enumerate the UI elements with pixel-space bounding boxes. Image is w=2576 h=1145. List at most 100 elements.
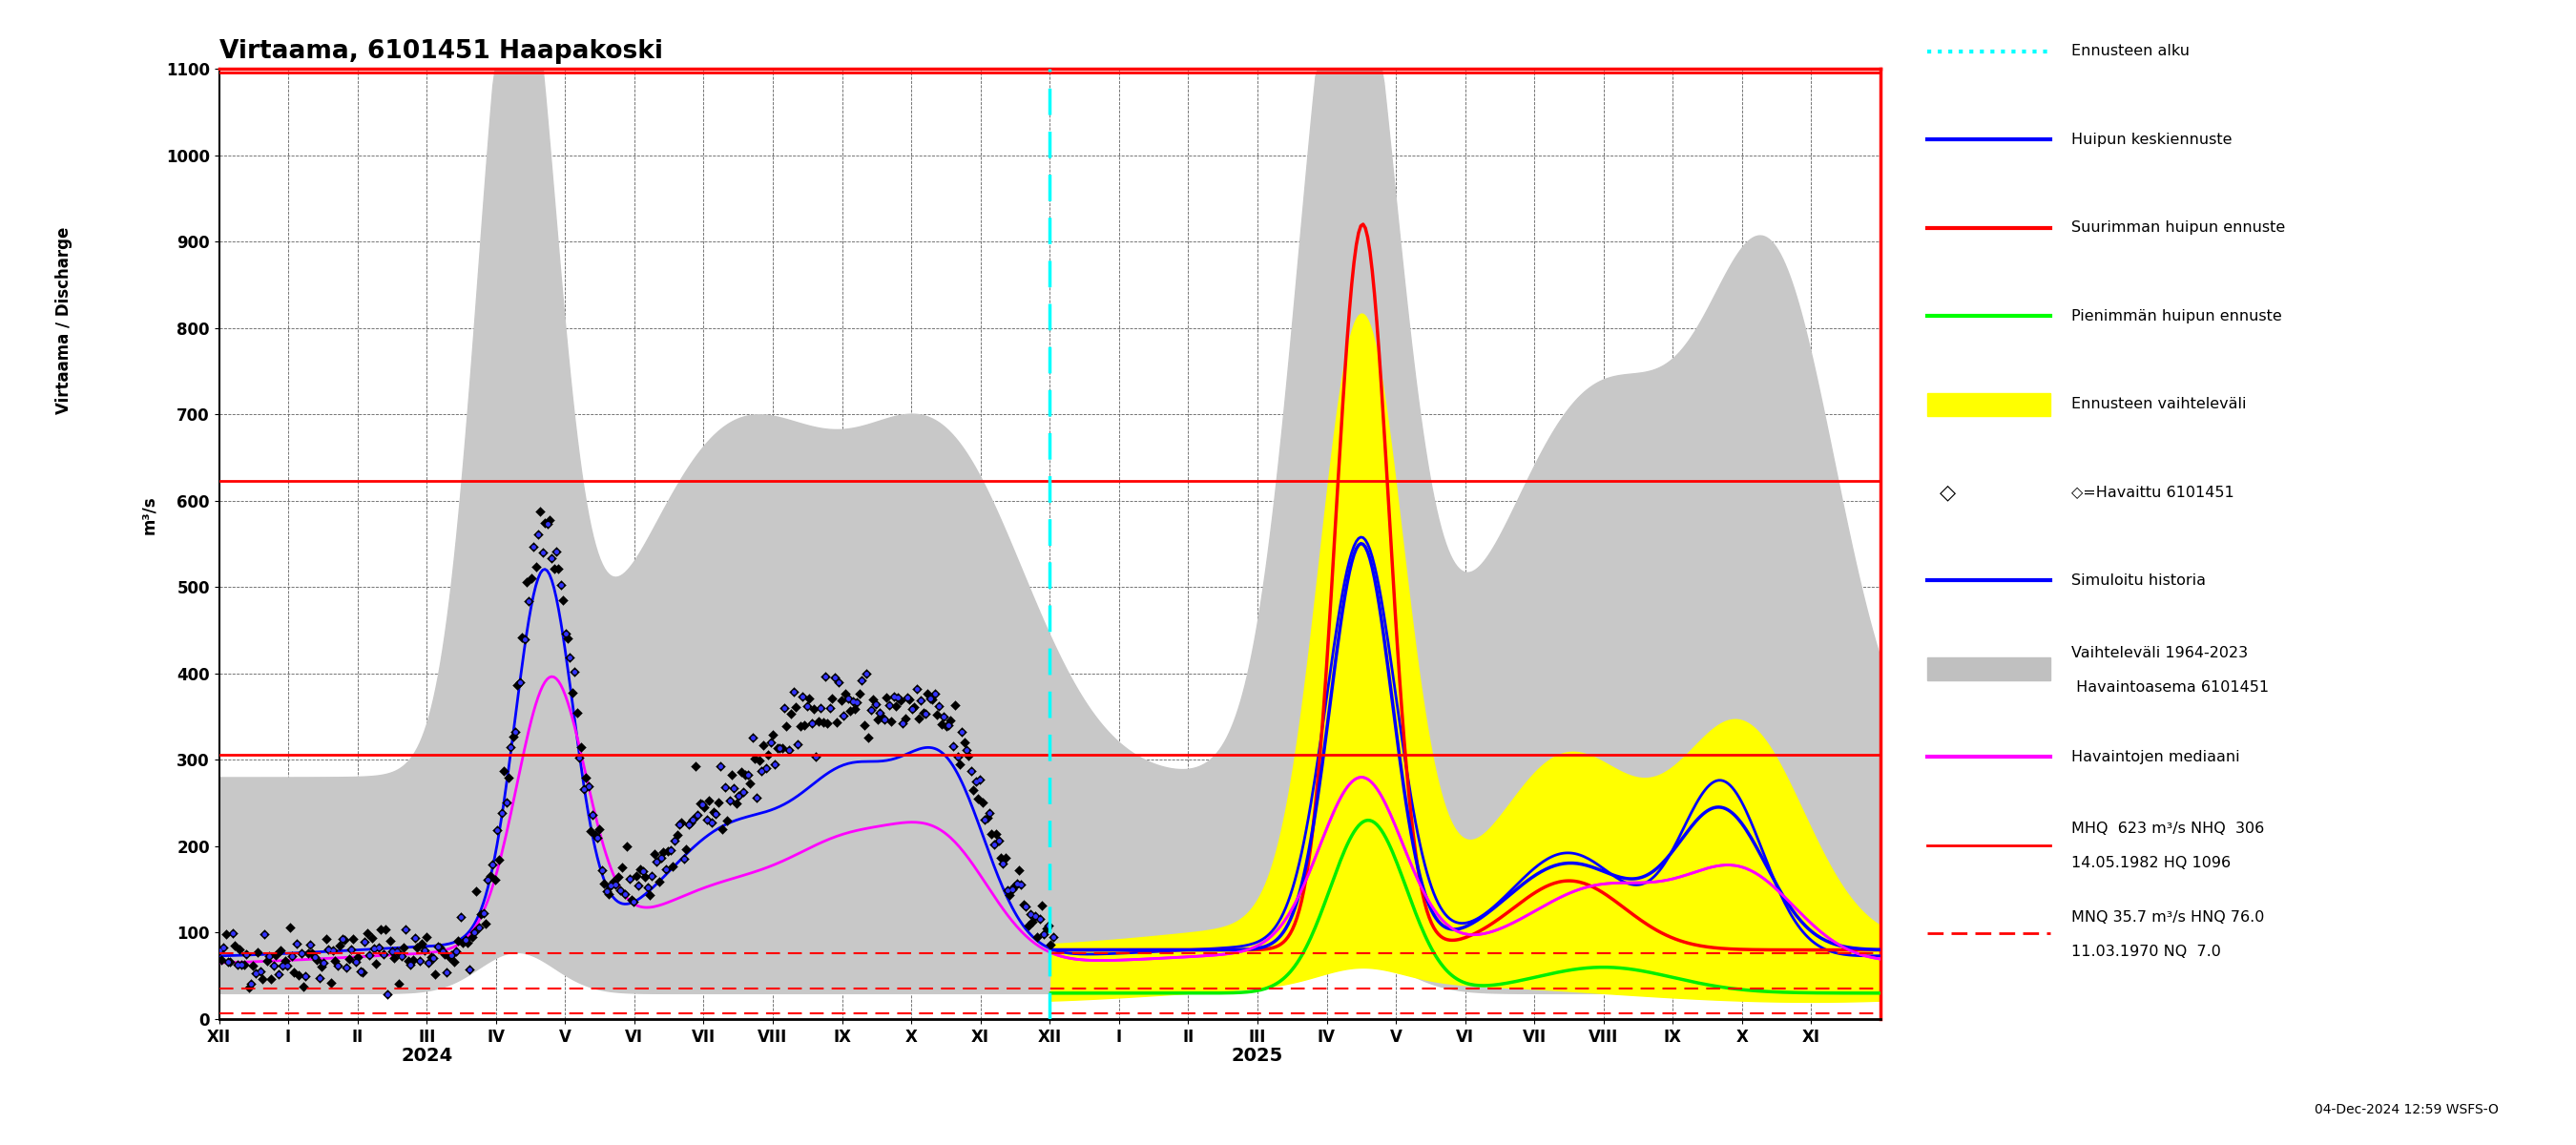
- Point: [757, 739, 799, 757]
- Point: [526, 514, 567, 532]
- Point: [263, 957, 304, 976]
- Point: [899, 709, 940, 727]
- Point: [974, 836, 1015, 854]
- Point: [981, 854, 1023, 872]
- Point: [639, 872, 680, 891]
- Point: [997, 875, 1038, 893]
- Point: [592, 872, 634, 891]
- Point: [667, 815, 708, 834]
- Point: [291, 943, 332, 962]
- Point: [477, 821, 518, 839]
- Point: [559, 749, 600, 767]
- Point: [961, 793, 1002, 812]
- Point: [963, 811, 1005, 829]
- Point: [397, 938, 438, 956]
- Point: [809, 698, 850, 717]
- Point: [706, 812, 747, 830]
- Point: [206, 925, 247, 943]
- Point: [613, 893, 654, 911]
- Text: 11.03.1970 NQ  7.0: 11.03.1970 NQ 7.0: [2071, 945, 2221, 958]
- Point: [860, 704, 902, 722]
- Point: [989, 885, 1030, 903]
- Point: [762, 739, 804, 757]
- Point: [987, 881, 1028, 899]
- Point: [750, 734, 791, 752]
- Point: [283, 978, 325, 996]
- Point: [549, 648, 590, 666]
- Text: Havaintoasema 6101451: Havaintoasema 6101451: [2071, 680, 2269, 694]
- Point: [440, 908, 482, 926]
- Point: [832, 692, 873, 710]
- Point: [386, 921, 428, 939]
- Point: [325, 931, 366, 949]
- Point: [505, 631, 546, 649]
- Point: [935, 696, 976, 714]
- Point: [616, 867, 657, 885]
- Point: [353, 939, 394, 957]
- Point: [260, 941, 301, 960]
- Point: [546, 630, 587, 648]
- Point: [860, 704, 902, 722]
- Point: [835, 700, 876, 718]
- Point: [974, 836, 1015, 854]
- Point: [788, 689, 829, 708]
- Point: [762, 698, 804, 717]
- Point: [216, 956, 258, 974]
- Point: [461, 906, 502, 924]
- Point: [270, 947, 312, 965]
- Point: [554, 663, 595, 681]
- Point: [685, 811, 726, 829]
- Point: [817, 713, 858, 732]
- Point: [636, 852, 677, 870]
- Point: [448, 960, 489, 978]
- Point: [791, 714, 832, 733]
- Point: [198, 941, 240, 960]
- Point: [520, 502, 562, 520]
- Text: Virtaama, 6101451 Haapakoski: Virtaama, 6101451 Haapakoski: [219, 39, 662, 64]
- Point: [956, 772, 997, 790]
- Point: [927, 717, 969, 735]
- Point: [358, 939, 399, 957]
- Point: [471, 855, 513, 874]
- Point: [951, 761, 992, 780]
- Point: [626, 878, 667, 897]
- Point: [747, 745, 788, 764]
- Text: 14.05.1982 HQ 1096: 14.05.1982 HQ 1096: [2071, 856, 2231, 870]
- Point: [572, 806, 613, 824]
- Point: [842, 716, 884, 734]
- Point: [850, 701, 891, 719]
- Point: [690, 813, 732, 831]
- Point: [611, 891, 652, 909]
- Point: [804, 668, 845, 686]
- Text: Virtaama / Discharge: Virtaama / Discharge: [57, 227, 72, 414]
- Point: [544, 625, 585, 643]
- Point: [938, 748, 979, 766]
- Point: [250, 970, 291, 988]
- Point: [984, 848, 1025, 867]
- Point: [721, 782, 762, 800]
- Point: [799, 712, 840, 731]
- Point: [732, 728, 773, 747]
- Point: [492, 727, 533, 745]
- Point: [204, 939, 245, 957]
- Point: [999, 875, 1041, 893]
- Point: [603, 885, 644, 903]
- Point: [904, 704, 945, 722]
- Point: [211, 924, 252, 942]
- Point: [1033, 927, 1074, 946]
- Point: [340, 962, 381, 980]
- Point: [484, 763, 526, 781]
- Point: [732, 728, 773, 747]
- Point: [317, 956, 358, 974]
- Point: [701, 757, 742, 775]
- Point: [925, 717, 966, 735]
- Point: [603, 885, 644, 903]
- Point: [567, 777, 608, 796]
- Point: [677, 805, 719, 823]
- Point: [755, 755, 796, 773]
- Point: [827, 689, 868, 708]
- Point: [1020, 909, 1061, 927]
- Point: [992, 881, 1033, 899]
- Point: [216, 956, 258, 974]
- Point: [343, 964, 384, 982]
